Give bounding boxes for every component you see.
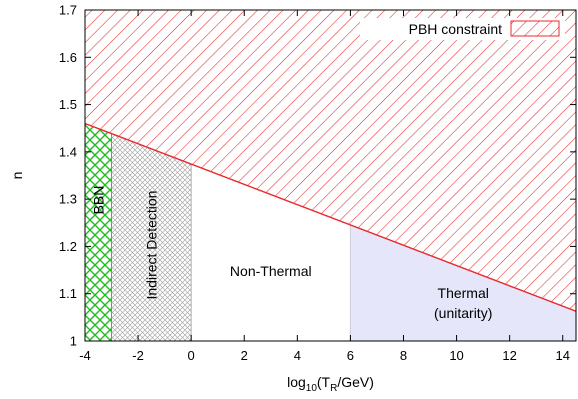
legend: PBH constraint: [360, 18, 565, 40]
x-axis-title: log10(TR/GeV): [287, 374, 374, 394]
y-tick-label: 1.6: [59, 50, 77, 65]
region-sublabel-thermal: (unitarity): [434, 305, 492, 321]
constraint-layer: [85, 10, 576, 312]
x-tick-label: 0: [188, 348, 195, 363]
region-indirect-detection: [111, 133, 192, 341]
y-axis-title: n: [9, 172, 25, 180]
x-tick-label: 2: [241, 348, 248, 363]
region-bbn: [85, 123, 112, 341]
x-tick-label: 14: [555, 348, 569, 363]
legend-label: PBH constraint: [409, 21, 502, 37]
legend-swatch: [510, 20, 560, 37]
region-label-non-thermal: Non-Thermal: [230, 263, 312, 279]
region-thermal: [350, 224, 576, 341]
x-tick-label: -4: [79, 348, 91, 363]
plot-frame: [84, 9, 577, 342]
y-tick-label: 1.1: [59, 286, 77, 301]
x-tick-label: 12: [502, 348, 516, 363]
pbh-constraint-boundary: [85, 122, 576, 312]
x-tick-label: 8: [400, 348, 407, 363]
region-labels-layer: BBN Indirect Detection Non-Thermal Thermal (…: [90, 186, 492, 321]
region-label-indirect-detection: Indirect Detection: [143, 191, 159, 300]
y-tick-label: 1.4: [59, 144, 77, 159]
regions-layer: [85, 123, 576, 341]
y-tick-label: 1: [70, 334, 77, 349]
x-tick-label: 6: [347, 348, 354, 363]
region-label-bbn: BBN: [90, 186, 106, 215]
pbh-constraint-area: [85, 10, 576, 312]
y-tick-label: 1.5: [59, 97, 77, 112]
x-tick-label: -2: [132, 348, 144, 363]
y-tick-label: 1.2: [59, 239, 77, 254]
axes-layer: -4 -2 0 2 4 6 8 10 12 14 1 1.1 1.2 1.3 1.4 1.5 1.6 1.7 log…: [9, 3, 577, 394]
y-tick-label: 1.7: [59, 3, 77, 18]
x-tick-label: 10: [449, 348, 463, 363]
y-tick-label: 1.3: [59, 192, 77, 207]
region-label-thermal: Thermal: [438, 285, 489, 301]
x-tick-label: 4: [294, 348, 301, 363]
